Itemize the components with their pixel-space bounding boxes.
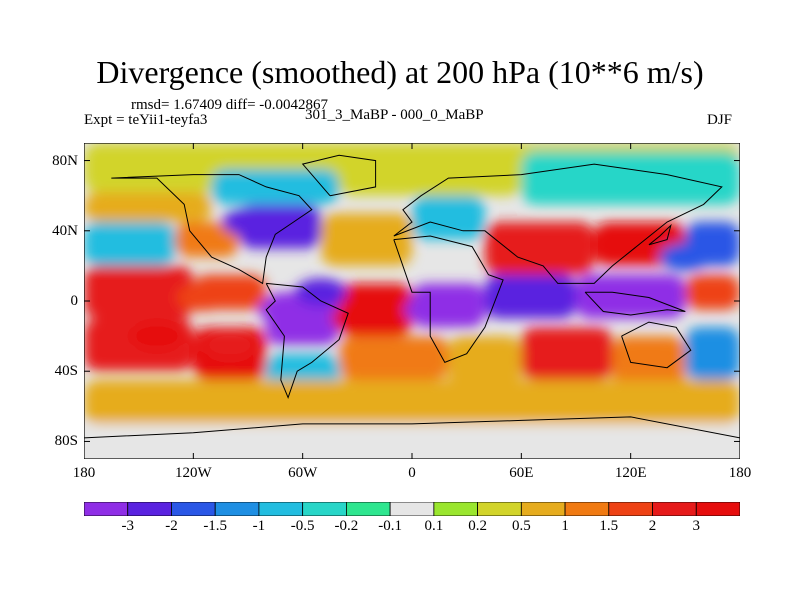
comparison-label: 301_3_MaBP - 000_0_MaBP xyxy=(305,107,484,123)
colorbar-label: 1 xyxy=(561,518,569,534)
stats-text: rmsd= 1.67409 diff= -0.0042867 xyxy=(131,97,329,113)
colorbar-label: -0.5 xyxy=(290,518,315,534)
experiment-label: Expt = teYii1-teyfa3 xyxy=(84,112,208,128)
colorbar-label: -0.2 xyxy=(334,518,359,534)
y-tick-label: 80N xyxy=(52,152,78,169)
colorbar-swatch xyxy=(433,502,479,516)
colorbar-label: 0.2 xyxy=(468,518,487,534)
field-feature xyxy=(203,330,256,359)
colorbar-label: -0.1 xyxy=(378,518,402,534)
colorbar-swatch xyxy=(258,502,304,516)
colorbar-label: 0.5 xyxy=(511,518,531,534)
chart-title: Divergence (smoothed) at 200 hPa (10**6 … xyxy=(96,54,704,90)
colorbar-swatch xyxy=(477,502,522,516)
field-feature xyxy=(604,225,657,254)
coastline xyxy=(621,321,692,369)
field-patch xyxy=(685,327,740,380)
field-feature xyxy=(495,234,548,263)
field-feature xyxy=(176,283,229,312)
x-tick-label: 60W xyxy=(288,465,318,481)
field-patch xyxy=(211,169,340,205)
coastline xyxy=(393,235,504,364)
coastlines xyxy=(84,154,740,439)
x-tick-label: 0 xyxy=(408,465,416,481)
field-patch xyxy=(412,195,485,240)
colorbar-label: 1.5 xyxy=(599,518,619,534)
colorbar-swatch xyxy=(389,502,435,516)
y-tick-label: 40N xyxy=(52,222,78,239)
colorbar-swatch xyxy=(564,502,610,516)
field-patch xyxy=(175,222,239,258)
x-tick-label: 180 xyxy=(728,465,752,481)
colorbar-swatch xyxy=(345,502,391,516)
field-patch xyxy=(339,151,522,196)
colorbar-label: -2 xyxy=(165,518,178,534)
field-feature xyxy=(294,278,347,307)
field-feature xyxy=(595,278,648,307)
field-patch xyxy=(612,336,686,389)
field-feature xyxy=(659,243,712,272)
y-tick-label: 0 xyxy=(70,293,79,309)
colorbar-swatch xyxy=(520,502,566,516)
coastline xyxy=(111,174,313,285)
colorbar-label: -1 xyxy=(252,518,266,534)
coastline xyxy=(584,291,686,316)
field-patch xyxy=(339,336,449,380)
colorbar-swatch xyxy=(84,502,129,516)
coastline xyxy=(393,163,723,284)
y-tick-label: 80S xyxy=(54,433,78,450)
field-feature xyxy=(85,278,138,307)
colorbar-swatch xyxy=(608,502,653,516)
coastline xyxy=(301,154,377,197)
field-patch xyxy=(521,327,613,380)
field-patch xyxy=(521,151,740,205)
coastline xyxy=(84,416,740,439)
field-feature xyxy=(130,322,183,351)
coastline xyxy=(265,282,349,400)
axis-ticks xyxy=(84,143,740,459)
field-feature xyxy=(495,278,548,307)
x-tick-label: 120E xyxy=(614,465,647,481)
colorbar-swatch xyxy=(171,502,216,516)
field-patch xyxy=(84,192,212,222)
colorbar xyxy=(84,502,740,516)
map-plot xyxy=(84,143,740,459)
field-patch xyxy=(685,274,740,310)
field-patch xyxy=(320,213,412,266)
colorbar-swatch xyxy=(652,502,697,516)
field-feature xyxy=(222,208,274,236)
colorbar-label: 3 xyxy=(692,518,701,534)
field-patch xyxy=(84,380,740,424)
y-tick-label: 40S xyxy=(54,363,78,380)
colorbar-swatch xyxy=(695,502,740,516)
field-patch xyxy=(84,423,740,459)
colorbar-label: -1.5 xyxy=(203,518,228,534)
coastline xyxy=(648,223,672,246)
season-label: DJF xyxy=(707,112,733,128)
x-tick-label: 120W xyxy=(174,465,212,481)
colorbar-label: 2 xyxy=(648,518,657,534)
colorbar-swatch xyxy=(214,502,260,516)
field-patch xyxy=(448,336,522,389)
x-tick-label: 60E xyxy=(509,465,534,481)
colorbar-swatch xyxy=(302,502,347,516)
field-patch xyxy=(84,222,176,266)
colorbar-label: -3 xyxy=(121,518,134,534)
divergence-field xyxy=(84,143,740,459)
colorbar-label: 0.1 xyxy=(424,518,444,534)
colorbar-swatch xyxy=(127,502,172,516)
x-tick-label: 180 xyxy=(72,465,96,481)
